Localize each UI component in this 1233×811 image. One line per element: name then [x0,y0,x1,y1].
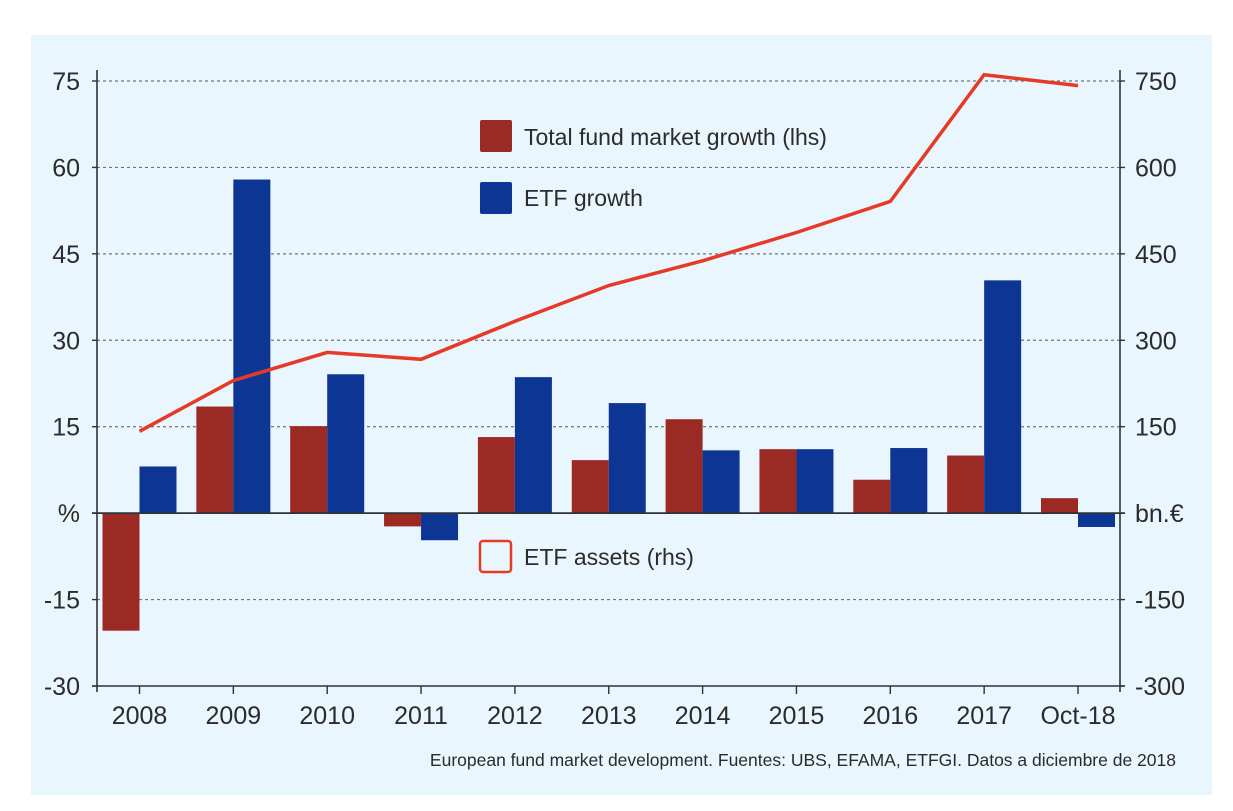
legend-label-etf-assets: ETF assets (rhs) [524,544,694,570]
left-tick-label: -30 [44,673,80,701]
x-tick-label: 2014 [675,702,731,730]
x-tick-label: 2017 [956,702,1012,730]
legend-swatch-total-fund [480,120,512,152]
bar-total-fund-growth [196,406,234,514]
bar-total-fund-growth [759,449,797,514]
bar-total-fund-growth [853,479,891,514]
x-tick-label: 2013 [581,702,637,730]
bar-etf-growth [796,449,834,514]
bar-etf-growth [514,377,552,514]
bar-total-fund-growth [947,455,985,514]
left-tick-label: 75 [52,68,80,96]
bar-etf-growth [890,448,928,514]
bar-total-fund-growth [1041,498,1078,514]
right-tick-label: -300 [1135,673,1185,701]
left-tick-label: % [58,500,80,528]
bars [102,179,1115,631]
bar-total-fund-growth [571,460,609,514]
left-tick-label: 15 [52,414,80,442]
right-tick-label: 150 [1135,414,1177,442]
bar-total-fund-growth [665,419,703,514]
x-tick-label: 2015 [769,702,825,730]
left-tick-label: -15 [44,587,80,615]
axes: 75 60 45 30 15% -15 -30 750 600 450 300 150 bn.€ -150… [44,68,1185,730]
legend-label-etf-growth: ETF growth [524,185,643,211]
legend-swatch-etf-growth [480,182,512,214]
bar-etf-growth [984,280,1022,514]
right-tick-label: 600 [1135,154,1177,182]
left-tick-label: 60 [52,154,80,182]
right-tick-label: -150 [1135,587,1185,615]
bar-etf-growth [702,450,740,514]
right-tick-label: 750 [1135,68,1177,96]
bar-etf-growth [1078,513,1115,527]
etf-assets-line-group [138,72,1079,433]
bar-etf-growth [421,513,459,541]
x-tick-label: 2011 [394,702,448,730]
bar-etf-growth [233,179,271,514]
right-tick-label: bn.€ [1135,500,1184,528]
legend: Total fund market growth (lhs) ETF growt… [478,120,827,574]
bar-etf-growth [327,374,365,514]
chart-footer-source: European fund market development. Fuente… [430,750,1176,770]
x-tick-label: 2012 [487,702,543,730]
x-tick-label: 2016 [862,702,918,730]
x-tick-label: Oct-18 [1040,702,1115,730]
bar-etf-growth [139,466,177,514]
x-tick-label: 2008 [112,702,168,730]
x-tick-label: 2010 [299,702,355,730]
left-tick-label: 45 [52,241,80,269]
legend-label-total-fund: Total fund market growth (lhs) [524,124,827,150]
right-tick-label: 300 [1135,327,1177,355]
bar-total-fund-growth [102,513,140,631]
bar-total-fund-growth [290,426,328,514]
right-tick-label: 450 [1135,241,1177,269]
x-tick-label: 2009 [206,702,262,730]
left-tick-label: 30 [52,327,80,355]
bar-total-fund-growth [477,437,515,514]
bar-total-fund-growth [384,513,422,527]
bar-etf-growth [608,403,646,514]
legend-swatch-etf-assets [478,539,513,574]
